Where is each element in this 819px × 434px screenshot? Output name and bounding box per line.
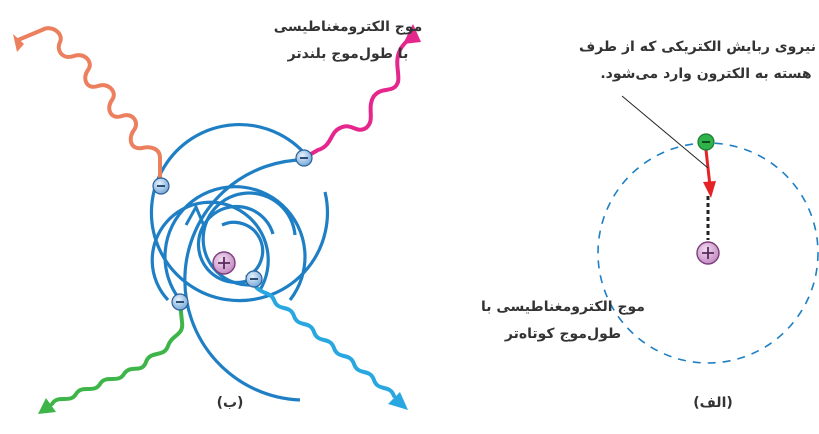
long-wave-magenta-arrowhead (403, 24, 421, 44)
spiral-orbit (149, 123, 330, 402)
electron-b-4 (171, 293, 189, 311)
caption-b: (ب) (216, 395, 244, 411)
short-wave-cyan (250, 278, 396, 398)
long-wave-orange-tail (16, 28, 44, 42)
short-wave-green-arrowhead (38, 398, 56, 414)
long-wave-orange-arrowhead (13, 34, 24, 52)
label-longer-wavelength: موج الکترومغناطیسی با طول‌موج بلندتر (248, 14, 448, 68)
label-electric-force-line1: نیروی ربایش الکتریکی که از طرف (578, 39, 816, 55)
label-electric-force: نیروی ربایش الکتریکی که از طرف هسته به ا… (578, 34, 816, 88)
label-longer-wavelength-line1: موج الکترومغناطیسی (273, 19, 423, 35)
label-shorter-wavelength-line2: طول‌موج کوتاه‌تر (504, 326, 622, 342)
pointer-line (621, 95, 709, 169)
nucleus-b (212, 251, 236, 275)
label-electric-force-line2: هسته به الکترون وارد می‌شود. (600, 66, 812, 82)
long-wave-orange (40, 26, 162, 188)
label-shorter-wavelength-line1: موج الکترومغناطیسی با (481, 299, 645, 315)
force-arrowhead (703, 181, 716, 198)
short-wave-cyan-arrowhead (388, 392, 408, 410)
label-shorter-wavelength: موج الکترومغناطیسی با طول‌موج کوتاه‌تر (478, 294, 648, 348)
long-wave-magenta (302, 32, 414, 160)
electron-b-1 (295, 149, 313, 167)
short-wave-green (50, 300, 185, 406)
caption-a: (الف) (693, 395, 733, 411)
electron-a (697, 133, 715, 151)
spiral-arrowhead (184, 203, 206, 227)
label-longer-wavelength-line2: با طول‌موج بلندتر (287, 46, 409, 62)
nucleus-a (696, 241, 720, 265)
electron-b-3 (245, 270, 263, 288)
electron-b-2 (152, 177, 170, 195)
